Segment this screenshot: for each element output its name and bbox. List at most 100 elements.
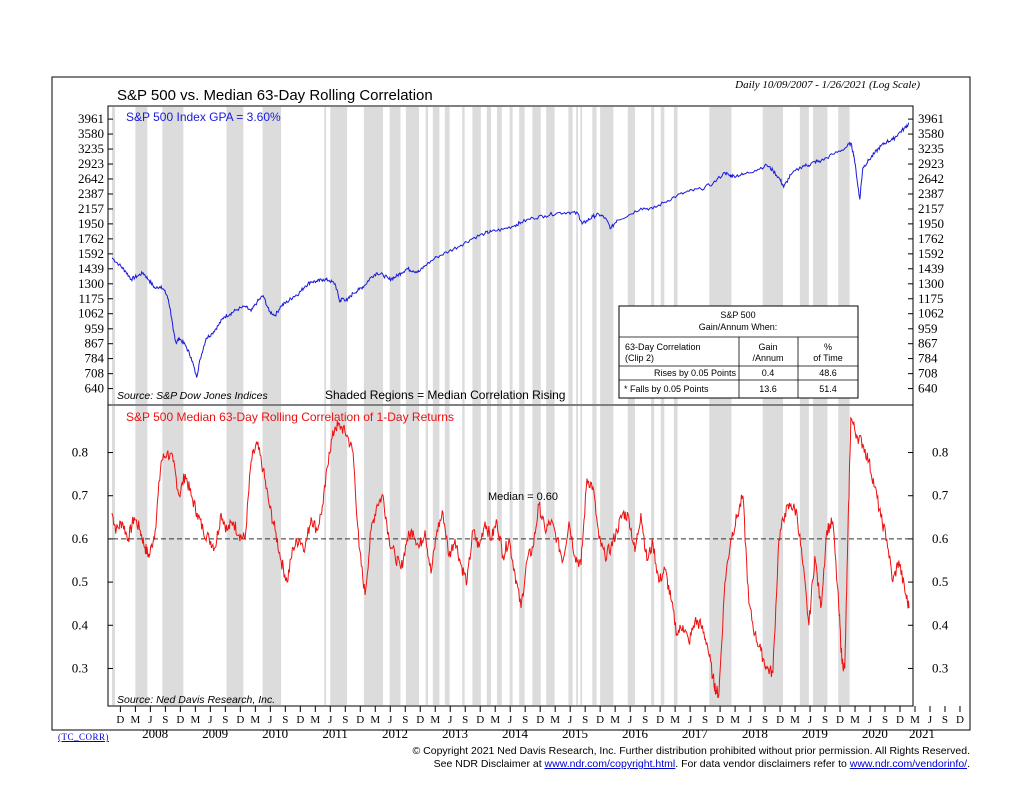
shaded-region-top-32 — [799, 107, 809, 404]
shaded-region-top-14 — [472, 107, 481, 404]
x-year-label: 2009 — [202, 726, 228, 741]
copyright-line: © Copyright 2021 Ned Davis Research, Inc… — [412, 745, 971, 757]
shaded-region-bottom-11 — [432, 406, 440, 705]
y-tick-label-left: 1300 — [78, 276, 104, 291]
stats-row2-gain: 13.6 — [759, 384, 777, 394]
shaded-region-bottom-24 — [592, 406, 597, 705]
shaded-region-bottom-20 — [546, 406, 555, 705]
x-tick-label: D — [776, 714, 784, 726]
x-tick-label: J — [748, 714, 753, 726]
chart-code-link[interactable]: (TC_CORR) — [58, 732, 110, 742]
shaded-region-bottom-28 — [660, 406, 665, 705]
y-tick-label-right: 640 — [918, 381, 938, 396]
y-tick-label-right: 1592 — [918, 246, 944, 261]
x-tick-label: D — [356, 714, 364, 726]
y-tick-label-right: 2157 — [918, 201, 945, 216]
x-tick-label: D — [296, 714, 304, 726]
y-tick-label-right: 1175 — [918, 291, 944, 306]
shaded-regions-bottom — [112, 406, 850, 705]
shaded-region-bottom-33 — [813, 406, 828, 705]
shaded-region-bottom-21 — [568, 406, 573, 705]
x-year-label: 2021 — [909, 726, 935, 741]
y-tick-label-left: 1950 — [78, 216, 104, 231]
shaded-region-bottom-13 — [462, 406, 465, 705]
shaded-region-top-21 — [568, 107, 573, 404]
disclaimer-pre: See NDR Disclaimer at — [433, 758, 545, 770]
y-tick-label-left: 1175 — [78, 291, 104, 306]
y-tick-label-right: 1439 — [918, 261, 944, 276]
shaded-region-bottom-1 — [135, 406, 148, 705]
shaded-region-bottom-27 — [651, 406, 655, 705]
y-tick-label-left: 3235 — [78, 141, 104, 156]
x-tick-label: D — [176, 714, 184, 726]
shaded-region-top-23 — [580, 107, 583, 404]
x-tick-label: J — [868, 714, 873, 726]
shaded-region-top-18 — [519, 107, 525, 404]
y-tick-label-left: 1062 — [78, 306, 104, 321]
shaded-region-bottom-10 — [425, 406, 429, 705]
y-tick-label-right: 784 — [918, 351, 938, 366]
y-tick-label-left: 0.8 — [72, 445, 88, 460]
x-tick-label: D — [536, 714, 544, 726]
x-year-label: 2016 — [622, 726, 649, 741]
x-tick-label: S — [882, 714, 888, 726]
x-tick-label: M — [430, 714, 440, 726]
shaded-region-top-26 — [627, 107, 635, 404]
x-tick-label: J — [268, 714, 273, 726]
y-tick-label-left: 2923 — [78, 156, 104, 171]
x-tick-label: M — [370, 714, 380, 726]
x-tick-label: M — [310, 714, 320, 726]
shading-note: Shaded Regions = Median Correlation Risi… — [325, 388, 565, 402]
shaded-region-top-3 — [226, 107, 244, 404]
x-tick-label: J — [448, 714, 453, 726]
y-tick-label-right: 3961 — [918, 111, 944, 126]
vendorinfo-link[interactable]: www.ndr.com/vendorinfo/ — [849, 758, 968, 770]
x-tick-label: D — [236, 714, 244, 726]
y-tick-label-right: 3580 — [918, 126, 944, 141]
shaded-region-top-22 — [576, 107, 578, 404]
x-tick-label: S — [402, 714, 408, 726]
stats-row1-pct: 48.6 — [819, 368, 837, 378]
chart-subtitle: Daily 10/09/2007 - 1/26/2021 (Log Scale) — [734, 79, 920, 91]
x-tick-label: D — [476, 714, 484, 726]
y-tick-label-left: 959 — [85, 321, 105, 336]
x-tick-label: M — [190, 714, 200, 726]
shaded-region-bottom-16 — [497, 406, 502, 705]
stats-table: S&P 500 Gain/Annum When: 63-Day Correlat… — [618, 305, 859, 399]
x-tick-label: S — [342, 714, 348, 726]
x-tick-label: D — [716, 714, 724, 726]
x-tick-label: D — [956, 714, 964, 726]
x-tick-label: M — [490, 714, 500, 726]
median-label: Median = 0.60 — [488, 491, 558, 503]
y-tick-label-right: 3235 — [918, 141, 944, 156]
x-tick-label: J — [688, 714, 693, 726]
chart-frame — [51, 76, 971, 731]
shaded-region-top-20 — [546, 107, 555, 404]
bottom-source-label: Source: Ned Davis Research, Inc. — [117, 694, 275, 706]
x-tick-label: D — [116, 714, 124, 726]
x-tick-label: D — [836, 714, 844, 726]
shaded-region-top-27 — [651, 107, 655, 404]
shaded-region-top-1 — [135, 107, 148, 404]
stats-title-2: Gain/Annum When: — [699, 322, 778, 332]
shaded-region-top-5 — [324, 107, 327, 404]
y-tick-label-left: 1762 — [78, 231, 104, 246]
y-tick-label-right: 2387 — [918, 186, 945, 201]
shaded-region-bottom-29 — [673, 406, 678, 705]
shaded-region-bottom-0 — [112, 406, 115, 705]
x-tick-label: J — [808, 714, 813, 726]
y-tick-label-left: 3961 — [78, 111, 104, 126]
y-tick-label-left: 0.7 — [72, 488, 89, 503]
x-tick-label: M — [850, 714, 860, 726]
copyright-link[interactable]: www.ndr.com/copyright.html — [544, 758, 676, 770]
x-tick-label: S — [522, 714, 528, 726]
shaded-region-bottom-4 — [262, 406, 282, 705]
x-tick-label: S — [282, 714, 288, 726]
shaded-region-bottom-30 — [709, 406, 732, 705]
x-year-label: 2017 — [682, 726, 709, 741]
x-tick-label: J — [148, 714, 153, 726]
x-tick-label: D — [416, 714, 424, 726]
y-tick-label-left: 0.5 — [72, 574, 88, 589]
shaded-region-top-15 — [486, 107, 492, 404]
